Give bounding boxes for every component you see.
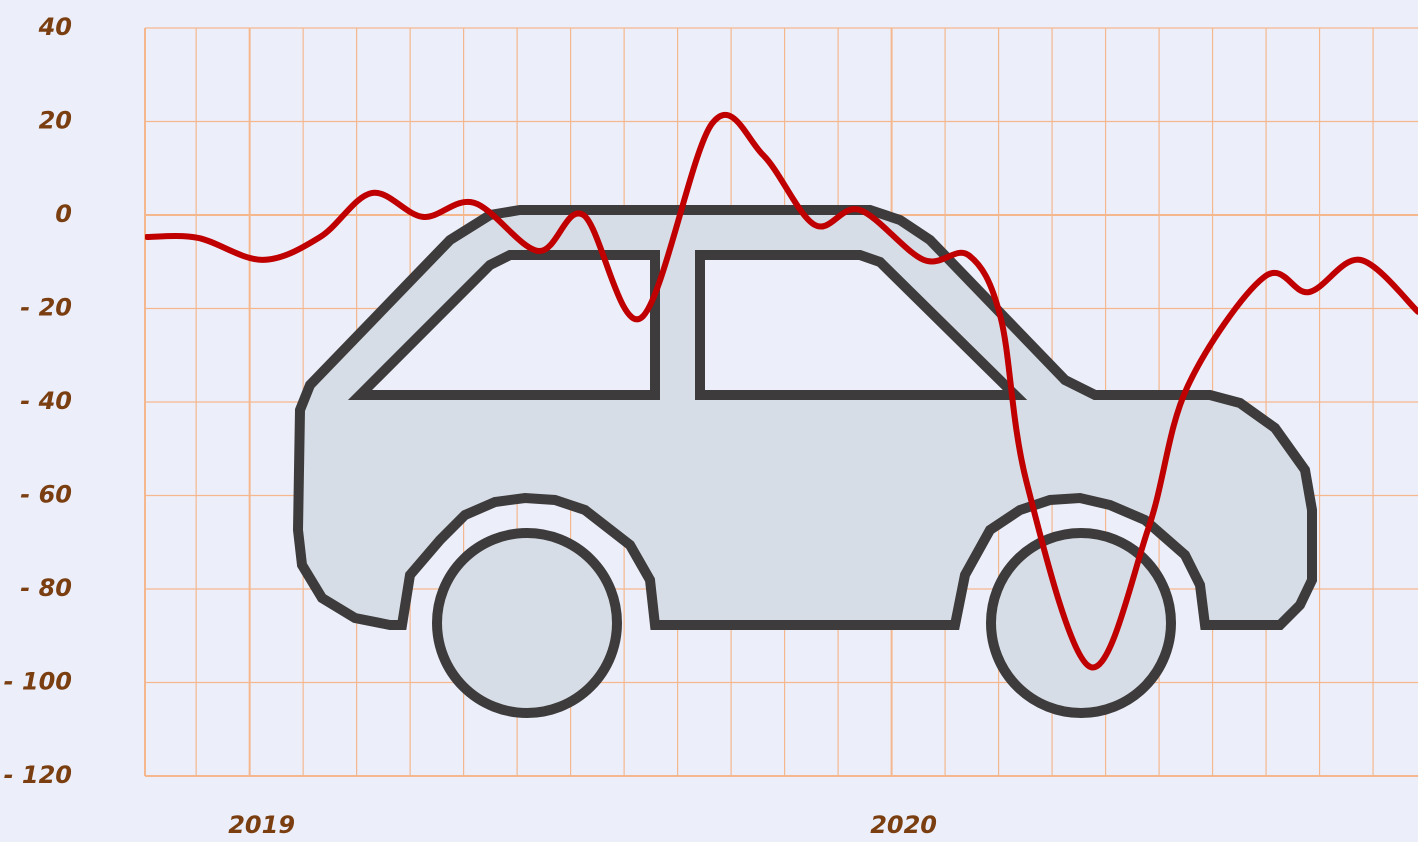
- line-series: [145, 112, 1418, 671]
- axes: 40 20 0 - 20 - 40 - 60 - 80 - 100 - 120 2019 2020: [4, 13, 1418, 839]
- car-illustration: [292, 205, 1317, 718]
- car-window: [695, 250, 1028, 400]
- y-tick-label: 40: [38, 13, 72, 41]
- car-window: [347, 250, 660, 400]
- y-tick-label: - 60: [20, 481, 72, 509]
- y-tick-label: - 40: [20, 387, 72, 415]
- x-tick-label: 2019: [228, 811, 295, 839]
- y-tick-label: - 120: [4, 761, 72, 789]
- y-tick-label: - 20: [20, 294, 72, 322]
- x-tick-label: 2020: [870, 811, 937, 839]
- car-wheel: [986, 528, 1176, 718]
- y-tick-label: - 100: [4, 668, 72, 696]
- y-tick-label: 0: [55, 200, 72, 228]
- y-tick-label: 20: [39, 107, 72, 135]
- car-wheel: [432, 528, 622, 718]
- y-tick-label: - 80: [20, 574, 72, 602]
